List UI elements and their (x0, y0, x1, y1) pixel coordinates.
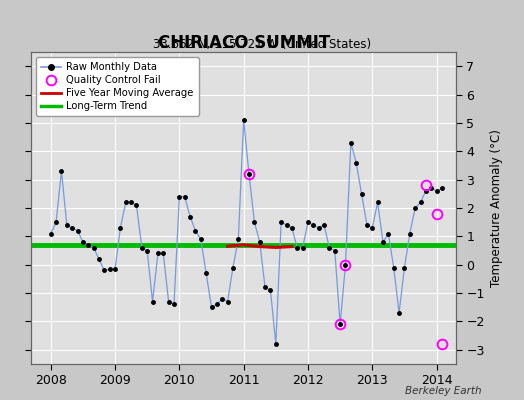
Legend: Raw Monthly Data, Quality Control Fail, Five Year Moving Average, Long-Term Tren: Raw Monthly Data, Quality Control Fail, … (37, 57, 199, 116)
Title: CHIRIACO SUMMIT: CHIRIACO SUMMIT (158, 34, 330, 52)
Text: Berkeley Earth: Berkeley Earth (406, 386, 482, 396)
Y-axis label: Temperature Anomaly (°C): Temperature Anomaly (°C) (490, 129, 503, 287)
Text: 33.662 N, 115.721 W (United States): 33.662 N, 115.721 W (United States) (153, 38, 371, 51)
